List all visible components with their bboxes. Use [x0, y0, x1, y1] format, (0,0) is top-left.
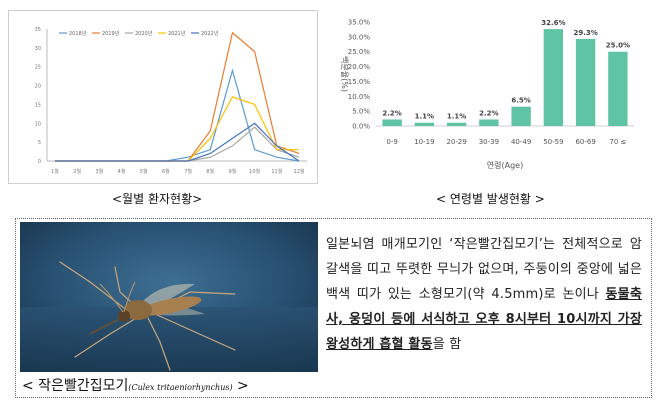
x-tick-label: 2월 — [73, 168, 81, 175]
x-tick-label: 3월 — [95, 168, 103, 175]
y-tick-label: 15.0% — [348, 78, 371, 86]
x-tick-label: 9월 — [229, 168, 237, 175]
bar — [479, 119, 499, 126]
bar — [446, 122, 467, 126]
y-tick-label: 5.0% — [352, 108, 370, 116]
y-tick-label: 25.0% — [348, 48, 371, 56]
x-tick-label: 60-69 — [575, 138, 595, 146]
series-line-4 — [55, 96, 299, 162]
y-tick-label: 10 — [35, 121, 41, 127]
data-label: 2.2% — [479, 109, 498, 117]
data-label: 25.0% — [606, 42, 630, 50]
y-tick-label: 20 — [35, 84, 41, 90]
x-axis-label: 연령(Age) — [487, 161, 523, 170]
series-line-3 — [55, 126, 300, 162]
mosquito-image — [20, 222, 318, 372]
x-tick-label: 20-29 — [446, 138, 466, 146]
legend-label: 2020년 — [135, 30, 153, 37]
description-text-3: 을 함 — [432, 337, 462, 352]
x-tick-label: 10월 — [249, 168, 260, 175]
y-tick-label: 25 — [35, 65, 41, 71]
x-tick-label: 12월 — [294, 168, 305, 175]
x-tick-label: 10-19 — [414, 138, 434, 146]
mosquito-description: 일본뇌염 매개모기인 ‘작은빨간집모기’는 전체적으로 암갈색을 띠고 뚜렷한 … — [326, 232, 642, 357]
x-tick-label: 1월 — [51, 168, 59, 175]
x-tick-label: 5월 — [140, 168, 148, 175]
photo-caption-main: < 작은빨간집모기 — [22, 378, 129, 394]
y-tick-label: 10.0% — [348, 93, 371, 101]
bar — [608, 51, 628, 126]
bar — [382, 119, 402, 126]
legend-label: 2018년 — [69, 30, 87, 37]
y-tick-label: 0.0% — [352, 123, 370, 131]
data-label: 1.1% — [415, 113, 434, 121]
legend-label: 2022년 — [201, 30, 219, 37]
photo-caption: < 작은빨간집모기(Culex tritaeniorhynchus) > — [22, 375, 249, 395]
x-tick-label: 7월 — [184, 168, 192, 175]
series-line-2 — [55, 31, 300, 162]
mosquito-info-box — [15, 218, 652, 398]
photo-caption-end: > — [232, 378, 249, 394]
x-tick-label: 6월 — [162, 168, 170, 175]
x-tick-label: 4월 — [118, 168, 126, 175]
description-highlight: 동물축사, 웅덩이 등에 서식하고 오후 8시부터 10시까지 가장 왕성하게 … — [326, 287, 642, 352]
data-label: 6.5% — [511, 97, 530, 105]
x-tick-label: 0-9 — [386, 138, 397, 146]
y-tick-label: 5 — [38, 140, 41, 146]
photo-caption-latin: (Culex tritaeniorhynchus) — [128, 383, 233, 392]
line-chart-svg: 0 5 10 15 20 25 30 35 1월 2월 3월 4월 5월 6월 7월 8월 9월 10월 11월 12… — [35, 27, 307, 175]
y-axis-label: 백분율(%) — [340, 56, 350, 92]
y-tick-label: 20.0% — [348, 63, 371, 71]
x-tick-label: 70 ≤ — [609, 138, 626, 146]
description-text-2: 논이나 — [562, 287, 606, 302]
y-tick-label: 35.0% — [348, 19, 371, 27]
description-text-1: 일본뇌염 매개모기인 ‘작은빨간집모기’는 전체적으로 암갈색을 띠고 뚜렷한 … — [326, 237, 642, 302]
age-chart-caption: < 연령별 발생현황 > — [436, 192, 545, 206]
data-label: 1.1% — [447, 113, 466, 121]
y-tick-label: 15 — [35, 102, 41, 108]
y-tick-label: 30.0% — [348, 33, 371, 41]
age-incidence-chart: 0.0% 5.0% 10.0% 15.0% 20.0% 25.0% 30.0% 35.0% 2.… — [332, 10, 644, 182]
data-label: 29.3% — [573, 29, 597, 37]
y-tick-label: 30 — [35, 46, 41, 52]
monthly-patients-chart: 0 5 10 15 20 25 30 35 1월 2월 3월 4월 5월 6월 7월 8월 9월 10월 11월 12… — [8, 10, 318, 184]
series-line-5 — [55, 122, 300, 162]
legend-label: 2021년 — [168, 30, 186, 37]
bar — [543, 29, 564, 127]
monthly-chart-caption: <월별 환자현황> — [112, 192, 203, 206]
data-label: 2.2% — [382, 109, 401, 117]
x-tick-label: 8월 — [206, 168, 214, 175]
data-label: 32.6% — [541, 19, 565, 27]
bar — [511, 106, 531, 126]
bar — [414, 122, 435, 126]
x-tick-label: 40-49 — [511, 138, 531, 146]
legend-label: 2019년 — [102, 30, 120, 37]
bar-chart-svg: 0.0% 5.0% 10.0% 15.0% 20.0% 25.0% 30.0% 35.0% 2.… — [340, 19, 634, 170]
x-tick-label: 11월 — [271, 168, 282, 175]
y-tick-label: 35 — [35, 27, 41, 33]
x-tick-label: 30-39 — [479, 138, 499, 146]
mosquito-photo — [20, 222, 318, 372]
bar — [575, 38, 596, 126]
x-tick-label: 50-59 — [543, 138, 563, 146]
y-tick-label: 0 — [38, 159, 41, 165]
